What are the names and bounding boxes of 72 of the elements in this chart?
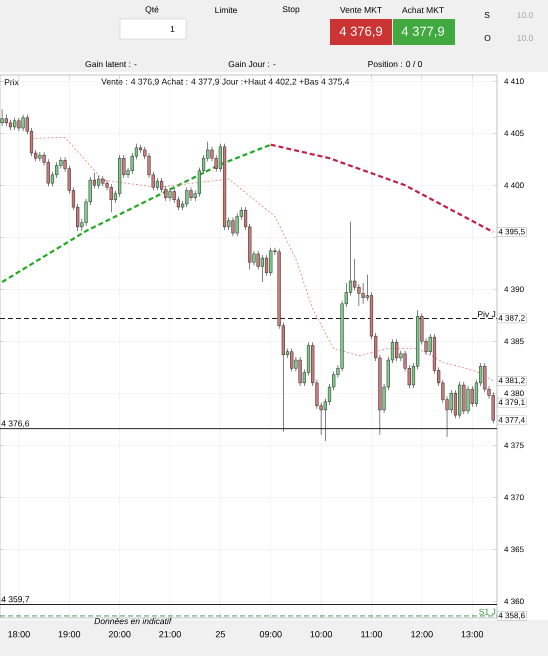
annotation: 4 379,1 xyxy=(498,399,525,406)
text: Position : 0 / 0 xyxy=(368,60,422,68)
candlestick xyxy=(13,117,16,130)
x-tick-label: 19:00 xyxy=(58,631,80,638)
annotation: Données en indicatif xyxy=(94,618,172,624)
text: Gain Jour : - xyxy=(228,60,276,68)
annotation: 4 358,6 xyxy=(498,612,525,620)
y-tick-label: 4 380 xyxy=(504,390,524,396)
candlestick xyxy=(353,258,356,291)
y-tick-label: 4 360 xyxy=(504,598,524,604)
candlestick xyxy=(168,188,172,202)
candlestick xyxy=(450,390,453,414)
y-tick-label: 4 405 xyxy=(504,130,524,136)
text: 4 376,9 xyxy=(340,26,382,38)
annotation: 4 395,5 xyxy=(498,228,525,236)
x-tick-label: 13:00 xyxy=(462,631,484,638)
ref-line-label: 4 376,6 xyxy=(1,420,30,428)
candlestick xyxy=(185,187,188,208)
text: 10.0 xyxy=(517,34,533,42)
line-series xyxy=(270,144,494,234)
annotation: 4 387,2 xyxy=(498,315,525,322)
text: Stop xyxy=(282,6,300,14)
candlestick xyxy=(172,188,176,204)
text: O xyxy=(484,34,490,42)
candlestick xyxy=(231,217,235,236)
x-tick-label: 10:00 xyxy=(310,631,332,638)
annotation: 4 381,2 xyxy=(498,378,525,384)
annotation: Prix xyxy=(4,78,19,86)
text: Gain latent : - xyxy=(86,60,137,68)
y-tick-label: 4 390 xyxy=(504,286,524,292)
ref-line-label: S1 J xyxy=(479,608,496,615)
x-tick-label: 25 xyxy=(216,631,225,638)
y-tick-label: 4 370 xyxy=(504,494,524,500)
x-tick-label: 18:00 xyxy=(8,631,30,638)
x-tick-label: 09:00 xyxy=(260,631,282,638)
y-tick-label: 4 365 xyxy=(504,546,524,552)
text: Vente MKT xyxy=(340,7,382,13)
ref-line-label: 4 359,7 xyxy=(1,596,30,604)
text: Limite xyxy=(215,6,237,14)
candlestick xyxy=(264,254,268,276)
candlestick xyxy=(110,184,113,213)
annotation: 4 377,4 xyxy=(498,417,525,424)
annotation: Vente : 4 376,9 Achat : 4 377,9 Jour :+Haut 4 402,2 +Bas 4 375,4 xyxy=(101,78,350,86)
candlestick xyxy=(0,109,4,126)
x-tick-label: 21:00 xyxy=(159,631,181,638)
candlestick xyxy=(290,348,294,372)
text: 1 xyxy=(170,26,174,32)
candlestick xyxy=(4,114,8,126)
candlestick xyxy=(470,386,474,408)
y-tick-label: 4 375 xyxy=(504,442,524,448)
y-tick-label: 4 385 xyxy=(504,338,524,344)
line-series xyxy=(1,144,272,284)
y-tick-label: 4 410 xyxy=(504,78,524,84)
candlestick xyxy=(189,187,193,202)
text: Qté xyxy=(146,6,158,14)
candlestick xyxy=(101,176,104,187)
ref-line-label: Piv J xyxy=(478,310,496,318)
candlestick xyxy=(466,386,470,414)
text: S xyxy=(484,12,490,18)
candlestick xyxy=(395,338,398,362)
candlestick xyxy=(236,213,239,236)
candlestick xyxy=(8,119,12,130)
y-tick-label: 4 400 xyxy=(504,182,524,188)
x-tick-label: 12:00 xyxy=(411,631,433,638)
candlestick xyxy=(483,362,486,393)
x-tick-label: 20:00 xyxy=(108,631,131,638)
text: 4 377,9 xyxy=(402,26,444,38)
text: Achat MKT xyxy=(402,6,444,14)
text: 10.0 xyxy=(517,12,533,18)
candlestick xyxy=(46,159,50,187)
x-tick-label: 11:00 xyxy=(361,631,382,638)
candlestick xyxy=(269,247,272,276)
